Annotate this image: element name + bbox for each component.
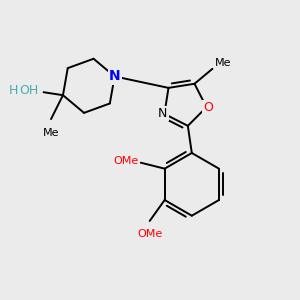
Text: OH: OH (19, 84, 38, 97)
Text: OMe: OMe (113, 156, 139, 166)
Text: OMe: OMe (137, 230, 162, 239)
Text: H: H (9, 84, 18, 97)
Text: Me: Me (214, 58, 231, 68)
Text: N: N (158, 107, 168, 120)
Text: N: N (109, 69, 120, 83)
Text: O: O (203, 101, 213, 114)
Text: Me: Me (43, 128, 59, 137)
